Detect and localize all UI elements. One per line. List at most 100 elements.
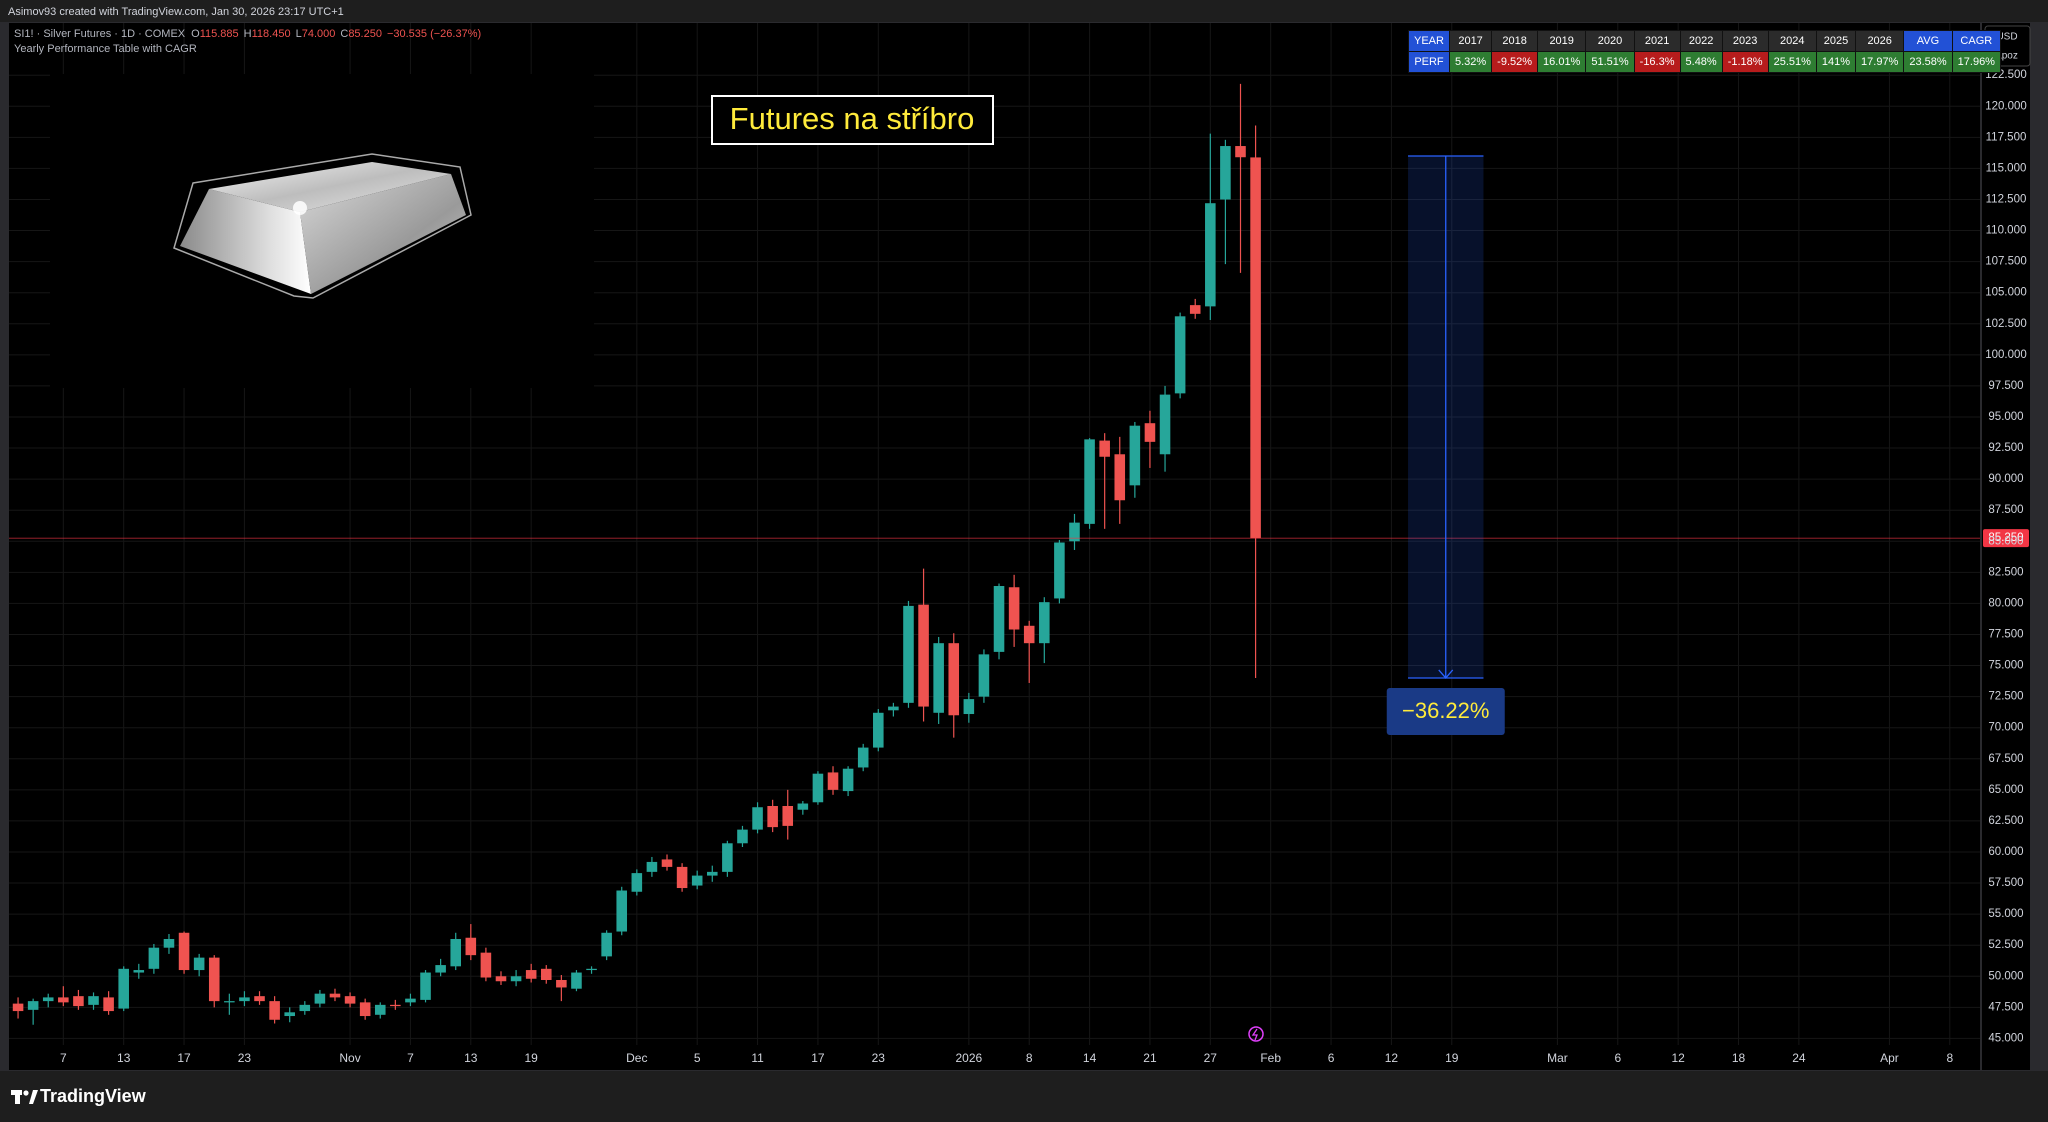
measure-label: −36.22% bbox=[1402, 698, 1489, 723]
candle-body bbox=[133, 970, 145, 973]
x-tick-label: 18 bbox=[1732, 1051, 1746, 1065]
x-tick-label: 2026 bbox=[955, 1051, 982, 1065]
legend-change: −30.535 (−26.37%) bbox=[387, 28, 481, 40]
x-tick-label: 7 bbox=[407, 1051, 414, 1065]
table-cell: -1.18% bbox=[1721, 51, 1769, 73]
table-cell: 17.97% bbox=[1855, 51, 1905, 73]
logo-part bbox=[15, 1090, 20, 1104]
candle-body bbox=[842, 768, 854, 792]
y-tick-label: 67.500 bbox=[1988, 753, 2023, 765]
bar-shine bbox=[293, 201, 307, 215]
logo-part bbox=[23, 1090, 29, 1096]
x-tick-label: 19 bbox=[1445, 1051, 1459, 1065]
x-tick-label: 23 bbox=[238, 1051, 252, 1065]
icon-bolt bbox=[1251, 1028, 1258, 1041]
candle-body bbox=[676, 866, 688, 889]
x-tick-label: Nov bbox=[339, 1051, 360, 1065]
candle-body bbox=[73, 996, 84, 1007]
table-cell: 141% bbox=[1815, 51, 1857, 73]
candle-body bbox=[691, 875, 703, 886]
x-tick-label: 12 bbox=[1671, 1051, 1685, 1065]
candle-body bbox=[1099, 440, 1110, 457]
candle-body bbox=[616, 890, 628, 932]
last-price-tag bbox=[1983, 529, 2029, 548]
candle-body bbox=[706, 871, 718, 876]
x-tick-label: 8 bbox=[1946, 1051, 1953, 1065]
candle-body bbox=[103, 997, 114, 1012]
candle-body bbox=[525, 970, 537, 979]
table-cell: 16.01% bbox=[1537, 51, 1587, 73]
brand: TradingView bbox=[40, 1086, 147, 1106]
candle-body bbox=[722, 843, 733, 872]
candle-body bbox=[510, 976, 522, 982]
candle-body bbox=[12, 1003, 24, 1012]
candle-body bbox=[224, 1001, 235, 1003]
candle-body bbox=[450, 938, 462, 967]
candle-body bbox=[269, 1001, 280, 1020]
y-tick-label: 72.500 bbox=[1988, 691, 2023, 703]
y-tick-label: 65.000 bbox=[1988, 784, 2023, 796]
replay-icon[interactable] bbox=[1248, 1026, 1264, 1042]
x-tick-label: Feb bbox=[1260, 1051, 1281, 1065]
candle-body bbox=[359, 1002, 371, 1017]
y-tick-label: 102.500 bbox=[1985, 318, 2027, 330]
table-header-cell: 2024 bbox=[1767, 30, 1817, 52]
y-tick-label: 90.000 bbox=[1988, 473, 2023, 485]
table-header-cell: 2023 bbox=[1721, 30, 1769, 52]
candle-body bbox=[420, 972, 431, 1000]
candle-body bbox=[1084, 439, 1095, 524]
table-header-cell: 2018 bbox=[1491, 30, 1539, 52]
y-tick-label: 82.500 bbox=[1988, 566, 2023, 578]
candle-body bbox=[978, 654, 990, 697]
legend-line: SI1! · Silver Futures · 1D · COMEX O115.8… bbox=[14, 28, 481, 40]
y-tick-label: 117.500 bbox=[1986, 131, 2027, 143]
x-tick-label: 13 bbox=[464, 1051, 478, 1065]
y-tick-label: 77.500 bbox=[1988, 629, 2023, 641]
bar-face bbox=[300, 174, 466, 294]
candle-body bbox=[1235, 146, 1246, 158]
y-tick-label: 52.500 bbox=[1988, 939, 2023, 951]
table-cell: 5.48% bbox=[1679, 51, 1723, 73]
candle-body bbox=[465, 937, 477, 956]
last-price-label: 85.250 bbox=[1988, 532, 2023, 544]
legend-value: 85.250 bbox=[348, 28, 382, 40]
candle-body bbox=[782, 805, 794, 826]
x-tick-label: 24 bbox=[1792, 1051, 1806, 1065]
candle-body bbox=[405, 998, 416, 1003]
x-tick-label: 6 bbox=[1328, 1051, 1335, 1065]
candle-body bbox=[646, 861, 658, 872]
candle-body bbox=[163, 938, 175, 948]
y-tick-label: 50.000 bbox=[1988, 970, 2023, 982]
table-header-cell: 2021 bbox=[1633, 30, 1681, 52]
candle-body bbox=[1023, 625, 1035, 644]
table-header-cell: 2020 bbox=[1585, 30, 1635, 52]
table-cell: 23.58% bbox=[1903, 51, 1953, 73]
candle-body bbox=[495, 976, 507, 982]
table-cell: 51.51% bbox=[1585, 51, 1635, 73]
candle-body bbox=[178, 932, 190, 971]
x-tick-label: 11 bbox=[751, 1051, 764, 1065]
table-header-cell: 2025 bbox=[1815, 30, 1857, 52]
x-tick-label: 21 bbox=[1143, 1051, 1157, 1065]
x-tick-label: 17 bbox=[177, 1051, 191, 1065]
top-bar-text: Asimov93 created with TradingView.com, J… bbox=[8, 6, 344, 18]
footer bbox=[0, 1071, 2048, 1122]
logo-part bbox=[29, 1090, 38, 1104]
candle-body bbox=[148, 947, 160, 969]
y-tick-label: 55.000 bbox=[1988, 908, 2023, 920]
y-tick-label: 47.500 bbox=[1988, 1001, 2023, 1013]
y-tick-label: 120.000 bbox=[1985, 100, 2027, 112]
candle-body bbox=[1039, 602, 1050, 644]
candle-body bbox=[903, 605, 914, 703]
indicator-name: Yearly Performance Table with CAGR bbox=[14, 43, 197, 55]
currency: USD bbox=[1996, 32, 2017, 43]
y-tick-label: 107.500 bbox=[1985, 256, 2027, 268]
candle-body bbox=[752, 807, 763, 830]
table-header-cell: 2022 bbox=[1679, 30, 1723, 52]
candle-body bbox=[963, 699, 975, 715]
y-tick-label: 60.000 bbox=[1988, 846, 2023, 858]
bar-outline bbox=[173, 153, 472, 299]
top-bar bbox=[0, 0, 2048, 22]
